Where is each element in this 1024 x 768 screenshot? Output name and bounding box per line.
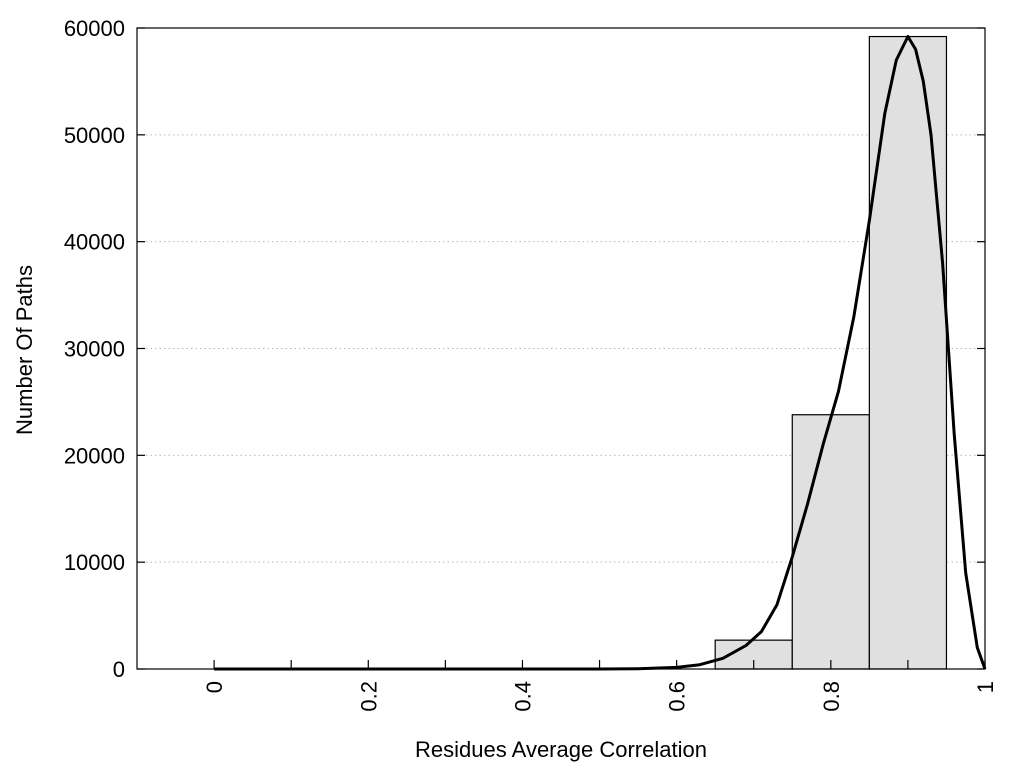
y-tick-label-0: 0 bbox=[113, 657, 125, 682]
y-tick-label-4: 40000 bbox=[64, 230, 125, 255]
x-tick-label-4: 0.8 bbox=[819, 681, 844, 712]
fit-curve bbox=[214, 35, 987, 671]
bars bbox=[714, 35, 948, 670]
y-tick-label-3: 30000 bbox=[64, 337, 125, 362]
bar-1 bbox=[791, 414, 870, 670]
y-tick-label-1: 10000 bbox=[64, 550, 125, 575]
x-tick-labels: 0 0.2 0.4 0.6 0.8 1 bbox=[202, 681, 998, 712]
y-tick-labels: 0 10000 20000 30000 40000 50000 60000 bbox=[64, 16, 125, 682]
axis-ticks bbox=[137, 27, 986, 670]
y-tick-label-6: 60000 bbox=[64, 16, 125, 41]
fit-curve-layer bbox=[214, 35, 987, 671]
x-tick-label-3: 0.6 bbox=[665, 681, 690, 712]
x-tick-label-5: 1 bbox=[973, 681, 998, 693]
y-tick-label-2: 20000 bbox=[64, 443, 125, 468]
x-tick-label-1: 0.2 bbox=[356, 681, 381, 712]
x-tick-label-0: 0 bbox=[202, 681, 227, 693]
x-tick-label-2: 0.4 bbox=[510, 681, 535, 712]
x-axis-label: Residues Average Correlation bbox=[415, 737, 707, 762]
y-tick-label-5: 50000 bbox=[64, 123, 125, 148]
y-axis-label: Number Of Paths bbox=[12, 265, 37, 435]
